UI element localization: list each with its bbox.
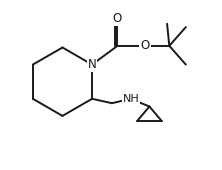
Text: N: N — [88, 58, 96, 71]
Text: O: O — [113, 12, 122, 25]
Text: O: O — [140, 39, 150, 52]
Text: NH: NH — [123, 94, 139, 104]
